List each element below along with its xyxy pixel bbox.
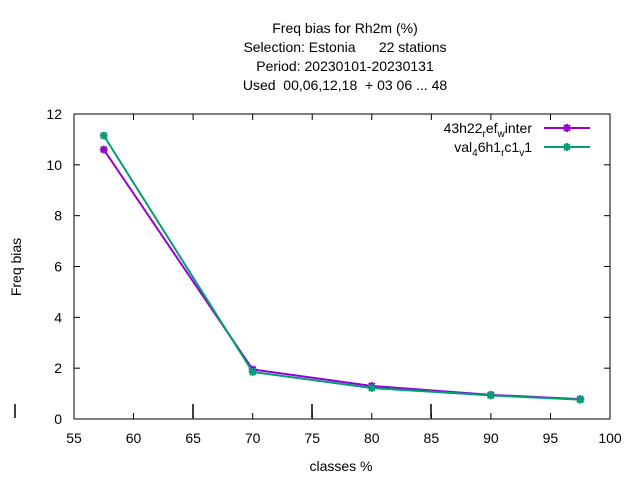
y-tick-label: 10 xyxy=(46,157,62,173)
y-tick-label: 6 xyxy=(54,259,62,275)
legend-label-part: 43h22 xyxy=(444,120,483,136)
y-axis-ticks: 0 2 4 6 8 10 12 xyxy=(46,106,610,427)
series-line xyxy=(102,135,581,401)
legend-label-part: r xyxy=(501,148,505,159)
title-line-1: Freq bias for Rh2m (%) xyxy=(272,20,417,36)
legend-label-part: inter xyxy=(505,120,533,136)
y-axis-label: Freq bias xyxy=(8,238,24,296)
plot-frame xyxy=(73,113,611,420)
legend-label-part: val xyxy=(454,139,472,155)
legend-label-part: r xyxy=(483,129,487,140)
title-line-2: Selection: Estonia 22 stations xyxy=(243,39,446,55)
y-tick-label: 12 xyxy=(46,106,62,122)
x-tick-label: 65 xyxy=(185,430,201,446)
title-line-3: Period: 20230101-20230131 xyxy=(256,58,434,74)
data-point-core xyxy=(564,125,570,131)
x-tick-label: 75 xyxy=(304,430,320,446)
legend-label: val46h1rc1v1 xyxy=(454,139,532,159)
x-tick-label: 95 xyxy=(543,430,559,446)
data-point-core xyxy=(488,392,494,398)
data-point-core xyxy=(250,369,256,375)
legend-label-part: 1 xyxy=(524,139,532,155)
y-tick-label: 4 xyxy=(54,309,62,325)
data-point-core xyxy=(577,397,583,403)
legend-label-part: w xyxy=(497,129,506,140)
x-tick-label: 90 xyxy=(483,430,499,446)
series-val_46h1_rc1_v1 xyxy=(99,131,585,404)
data-point-core xyxy=(369,385,375,391)
title-line-4: Used 00,06,12,18 + 03 06 ... 48 xyxy=(243,77,448,93)
chart-title: Freq bias for Rh2m (%) Selection: Estoni… xyxy=(243,20,448,93)
legend-label-part: 6h1 xyxy=(478,139,502,155)
x-axis-label: classes % xyxy=(309,458,372,474)
legend-label: 43h22refwinter xyxy=(444,120,533,140)
data-point-core xyxy=(564,144,570,150)
x-tick-label: 80 xyxy=(364,430,380,446)
legend-label-part: c1 xyxy=(504,139,519,155)
legend-label-part: v xyxy=(519,148,524,159)
y-tick-label: 2 xyxy=(54,360,62,376)
x-tick-label: 60 xyxy=(126,430,142,446)
x-tick-label: 70 xyxy=(245,430,261,446)
legend-label-part: 4 xyxy=(472,148,478,159)
y-tick-label: 0 xyxy=(54,411,62,427)
series-layer xyxy=(99,131,585,404)
data-point-core xyxy=(101,133,107,139)
x-tick-label: 55 xyxy=(66,430,82,446)
series-43h22_ref_winter xyxy=(99,145,585,404)
series-line xyxy=(102,149,581,401)
data-point-core xyxy=(101,147,107,153)
x-tick-label: 85 xyxy=(424,430,440,446)
legend-label-part: ef xyxy=(486,120,498,136)
y-tick-label: 8 xyxy=(54,208,62,224)
x-tick-label: 100 xyxy=(598,430,622,446)
